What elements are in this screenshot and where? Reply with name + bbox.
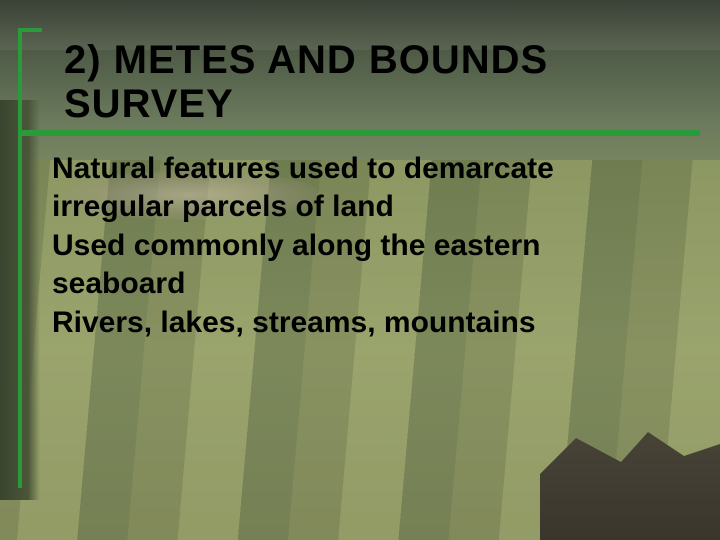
- slide: 2) METES AND BOUNDS SURVEY Natural featu…: [0, 0, 720, 540]
- title-underline: [20, 130, 700, 136]
- body-line-1: Natural features used to demarcate irreg…: [52, 150, 672, 225]
- slide-body: Natural features used to demarcate irreg…: [52, 150, 672, 344]
- slide-title: 2) METES AND BOUNDS SURVEY: [64, 38, 684, 126]
- body-line-2: Used commonly along the eastern seaboard: [52, 227, 672, 302]
- slide-accent-frame: [18, 28, 42, 488]
- body-line-3: Rivers, lakes, streams, mountains: [52, 304, 672, 342]
